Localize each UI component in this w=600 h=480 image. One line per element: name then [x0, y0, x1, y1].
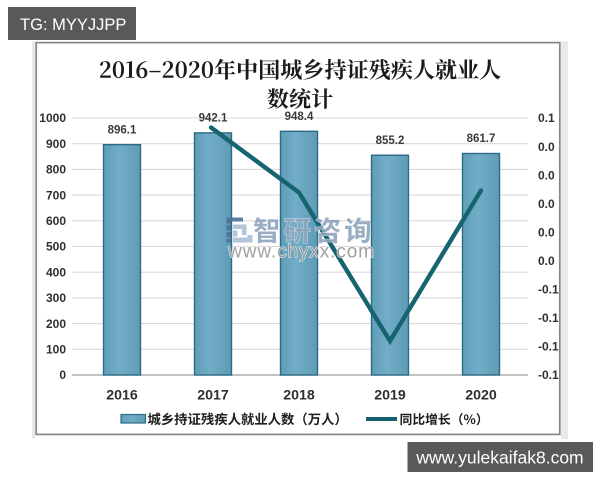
svg-text:0.1: 0.1: [538, 111, 555, 125]
svg-text:200: 200: [46, 317, 66, 331]
svg-text:2019: 2019: [374, 387, 406, 403]
svg-text:www.chyxx.com: www.chyxx.com: [227, 242, 375, 263]
svg-text:500: 500: [46, 240, 66, 254]
svg-text:700: 700: [46, 188, 66, 202]
svg-text:2018: 2018: [283, 387, 315, 403]
svg-text:-0.1: -0.1: [538, 283, 559, 297]
svg-text:0: 0: [59, 368, 66, 382]
svg-text:900: 900: [46, 137, 66, 151]
svg-text:861.7: 861.7: [467, 133, 496, 145]
svg-text:300: 300: [46, 291, 66, 305]
svg-text:0.0: 0.0: [538, 254, 555, 268]
svg-text:0.0: 0.0: [538, 225, 555, 239]
svg-text:1000: 1000: [39, 111, 66, 125]
svg-text:-0.1: -0.1: [538, 340, 559, 354]
svg-text:855.2: 855.2: [376, 135, 405, 147]
svg-text:800: 800: [46, 163, 66, 177]
svg-text:0.0: 0.0: [538, 140, 555, 154]
svg-text:942.1: 942.1: [199, 113, 228, 125]
svg-text:2016: 2016: [106, 387, 138, 403]
svg-text:2017: 2017: [197, 387, 229, 403]
svg-text:-0.1: -0.1: [538, 368, 559, 382]
svg-text:2020: 2020: [465, 387, 497, 403]
svg-text:TG: MYYJJPP: TG: MYYJJPP: [20, 16, 126, 34]
svg-text:948.4: 948.4: [285, 111, 314, 123]
svg-text:0.0: 0.0: [538, 197, 555, 211]
svg-text:600: 600: [46, 214, 66, 228]
svg-text:100: 100: [46, 343, 66, 357]
svg-text:896.1: 896.1: [108, 124, 137, 136]
svg-text:-0.1: -0.1: [538, 311, 559, 325]
svg-text:400: 400: [46, 265, 66, 279]
svg-text:www.yulekaifak8.com: www.yulekaifak8.com: [415, 448, 583, 468]
svg-text:0.0: 0.0: [538, 168, 555, 182]
